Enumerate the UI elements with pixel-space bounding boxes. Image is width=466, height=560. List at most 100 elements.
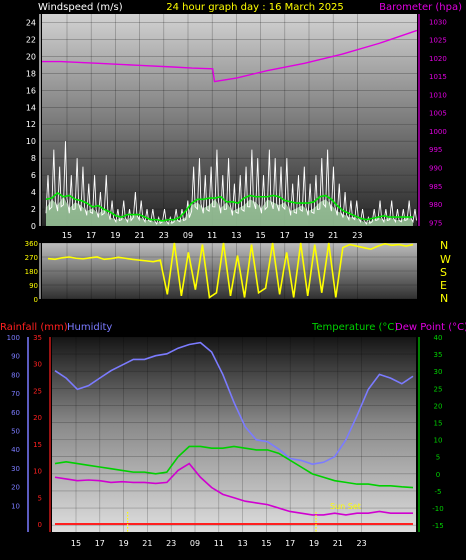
wind-tick-label: 18 xyxy=(26,69,36,78)
temperature-line xyxy=(54,445,414,489)
humidity-tick-label: 20 xyxy=(11,484,20,492)
wind-tick-label: 20 xyxy=(26,52,36,61)
dewpoint-line xyxy=(54,462,413,516)
barometer-axis-title: Barometer (hpa) xyxy=(379,2,462,13)
climate-x-tick-label: 17 xyxy=(285,539,295,548)
barometer-tick-label: 1030 xyxy=(429,18,447,26)
barometer-tick-label: 980 xyxy=(429,201,442,209)
climate-x-tick-label: 21 xyxy=(142,539,152,548)
compass-n-bottom: N xyxy=(440,292,448,305)
wind-low-fill xyxy=(46,196,413,226)
humidity-tick-label: 70 xyxy=(11,390,20,398)
direction-tick-label: 360 xyxy=(25,240,38,248)
direction-tick-label: 270 xyxy=(25,254,38,262)
humidity-tick-label: 100 xyxy=(7,334,20,342)
wind-x-tick-label: 09 xyxy=(183,231,193,240)
wind-x-tick-label: 21 xyxy=(328,231,338,240)
climate-x-tick-label: 13 xyxy=(238,539,248,548)
wind-tick-label: 12 xyxy=(26,120,36,129)
axes: 0246810121416182022249759809859909951000… xyxy=(7,14,447,548)
climate-x-tick-label: 21 xyxy=(333,539,343,548)
direction-tick-label: 90 xyxy=(29,282,38,290)
wind-direction-plot xyxy=(47,242,414,299)
wind-x-tick-label: 11 xyxy=(207,231,217,240)
wind-x-tick-label: 17 xyxy=(280,231,290,240)
barometer-line xyxy=(42,29,418,83)
rainfall-tick-label: 20 xyxy=(33,414,42,422)
temperature-tick-label: 25 xyxy=(434,385,443,393)
wind-x-tick-label: 23 xyxy=(159,231,169,240)
barometer-tick-label: 1020 xyxy=(429,55,447,63)
sunset-label: Sun Set xyxy=(330,502,361,511)
compass-w: W xyxy=(440,253,451,266)
temperature-tick-label: 35 xyxy=(434,351,443,359)
compass-s: S xyxy=(440,266,447,279)
climate-plot xyxy=(54,341,414,532)
temperature-tick-label: 15 xyxy=(434,420,443,428)
temperature-tick-label: 10 xyxy=(434,437,443,445)
wind-x-tick-label: 15 xyxy=(62,231,72,240)
humidity-tick-label: 40 xyxy=(11,446,20,454)
wind-tick-label: 22 xyxy=(26,35,36,44)
barometer-tick-label: 1025 xyxy=(429,37,447,45)
wind-direction-line xyxy=(47,242,414,299)
wind-x-tick-label: 13 xyxy=(231,231,241,240)
wind-tick-label: 8 xyxy=(31,154,36,163)
humidity-tick-label: 50 xyxy=(11,428,20,436)
barometer-tick-label: 975 xyxy=(429,219,442,227)
wind-tick-label: 2 xyxy=(31,205,36,214)
wind-tick-label: 4 xyxy=(31,188,36,197)
rainfall-tick-label: 30 xyxy=(33,361,42,369)
wind-x-tick-label: 15 xyxy=(256,231,266,240)
compass-e: E xyxy=(440,279,447,292)
barometer-tick-label: 1015 xyxy=(429,73,447,81)
temperature-tick-label: 30 xyxy=(434,368,443,376)
barometer-tick-label: 985 xyxy=(429,183,442,191)
climate-x-tick-label: 17 xyxy=(95,539,105,548)
dewpoint-axis-title: Dew Point (°C) xyxy=(395,322,466,333)
wind-tick-label: 14 xyxy=(26,103,36,112)
barometer-tick-label: 1000 xyxy=(429,128,447,136)
wind-tick-label: 0 xyxy=(31,222,36,231)
temperature-tick-label: -5 xyxy=(435,488,442,496)
rainfall-tick-label: 5 xyxy=(38,494,42,502)
rainfall-tick-label: 25 xyxy=(33,387,42,395)
climate-x-tick-label: 19 xyxy=(309,539,319,548)
humidity-tick-label: 30 xyxy=(11,465,20,473)
rainfall-tick-label: 10 xyxy=(33,468,42,476)
rainfall-axis-title: Rainfall (mm) xyxy=(0,322,68,333)
compass-n-top: N xyxy=(440,239,448,252)
temperature-axis-title: Temperature (°C) xyxy=(311,322,398,333)
humidity-tick-label: 10 xyxy=(11,502,20,510)
rainfall-tick-label: 15 xyxy=(33,441,42,449)
wind-tick-label: 16 xyxy=(26,86,36,95)
climate-x-tick-label: 09 xyxy=(190,539,200,548)
temperature-tick-label: 40 xyxy=(434,334,443,342)
humidity-tick-label: 60 xyxy=(11,409,20,417)
chart-title: 24 hour graph day : 16 March 2025 xyxy=(166,2,344,13)
direction-tick-label: 0 xyxy=(34,296,38,304)
wind-tick-label: 24 xyxy=(26,18,36,27)
climate-x-tick-label: 15 xyxy=(71,539,81,548)
wind-x-tick-label: 23 xyxy=(352,231,362,240)
wind-x-tick-label: 19 xyxy=(110,231,120,240)
wind-average-line xyxy=(45,191,413,222)
barometer-tick-label: 1010 xyxy=(429,91,447,99)
barometer-tick-label: 1005 xyxy=(429,110,447,118)
temperature-tick-label: -15 xyxy=(432,522,443,530)
rainfall-tick-label: 35 xyxy=(33,334,42,342)
wind-tick-label: 6 xyxy=(31,171,36,180)
climate-x-tick-label: 23 xyxy=(166,539,176,548)
temperature-tick-label: -10 xyxy=(432,505,443,513)
rainfall-tick-label: 0 xyxy=(38,521,42,529)
windspeed-axis-title: Windspeed (m/s) xyxy=(38,2,123,13)
climate-x-tick-label: 15 xyxy=(261,539,271,548)
wind-tick-label: 10 xyxy=(26,137,36,146)
climate-x-tick-label: 19 xyxy=(119,539,129,548)
wind-x-tick-label: 17 xyxy=(86,231,96,240)
humidity-tick-label: 90 xyxy=(11,353,20,361)
wind-barometer-plot xyxy=(42,29,418,226)
humidity-axis-title: Humidity xyxy=(67,322,112,333)
climate-x-tick-label: 23 xyxy=(357,539,367,548)
